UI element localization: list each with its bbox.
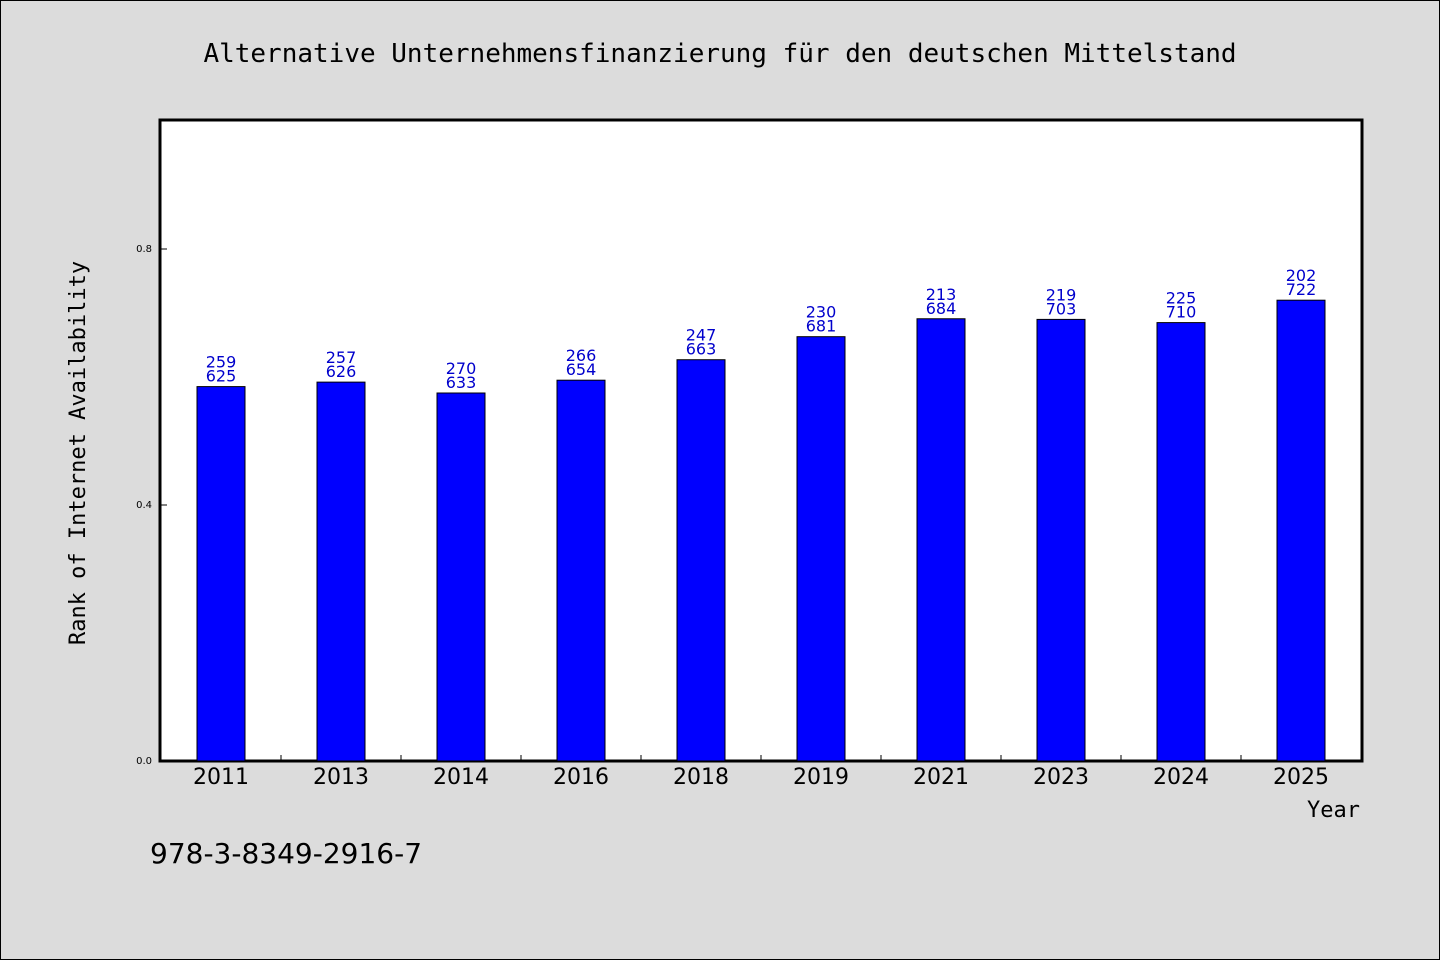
bar-label-top: 202 xyxy=(1286,266,1317,285)
bar xyxy=(1036,318,1086,762)
bar xyxy=(436,392,486,762)
bar-label-top: 213 xyxy=(926,285,957,304)
bar-label-bottom: 710 xyxy=(1166,303,1197,322)
bar-label-top: 266 xyxy=(566,346,597,365)
bar-label-top: 257 xyxy=(326,348,357,367)
x-tick-label: 2011 xyxy=(193,765,249,790)
x-tick-label: 2019 xyxy=(793,765,849,790)
bar-label-top: 225 xyxy=(1166,289,1197,308)
bar-label-top: 219 xyxy=(1046,285,1077,304)
bar-label-bottom: 681 xyxy=(806,317,837,336)
y-axis-title: Rank of Internet Availability xyxy=(66,261,91,645)
bar xyxy=(316,381,366,762)
bar-label-bottom: 722 xyxy=(1286,280,1317,299)
bar xyxy=(796,336,846,762)
ticks-group: 2011 2013 2014 2016 2018 2019 2021 2023 2024 2025… xyxy=(136,244,1329,790)
bar xyxy=(1276,299,1326,762)
bar-label-top: 270 xyxy=(446,359,477,378)
bar-label-bottom: 703 xyxy=(1046,299,1077,318)
isbn-footer: 978-3-8349-2916-7 xyxy=(150,837,422,870)
x-tick-label: 2025 xyxy=(1273,765,1329,790)
bar xyxy=(916,318,966,762)
bar-label-bottom: 626 xyxy=(326,362,357,381)
bar-label-bottom: 625 xyxy=(206,367,237,386)
x-tick-label: 2023 xyxy=(1033,765,1089,790)
bar-label-bottom: 663 xyxy=(686,340,717,359)
x-tick-label: 2016 xyxy=(553,765,609,790)
bar-label-top: 230 xyxy=(806,303,837,322)
x-axis-title: Year xyxy=(1307,798,1360,823)
x-tick-label: 2013 xyxy=(313,765,369,790)
bar-label-top: 259 xyxy=(206,353,237,372)
y-tick-label: 0.4 xyxy=(136,500,152,511)
bar xyxy=(676,359,726,762)
x-tick-label: 2014 xyxy=(433,765,489,790)
x-tick-label: 2018 xyxy=(673,765,729,790)
x-tick-label: 2021 xyxy=(913,765,969,790)
y-tick-label: 0.0 xyxy=(136,756,152,767)
bar-label-bottom: 633 xyxy=(446,373,477,392)
x-tick-label: 2024 xyxy=(1153,765,1209,790)
chart-title: Alternative Unternehmensfinanzierung für… xyxy=(203,39,1236,69)
bar xyxy=(196,386,246,762)
y-tick-label: 0.8 xyxy=(136,244,152,255)
bar xyxy=(556,379,606,762)
bar-label-bottom: 654 xyxy=(566,360,597,379)
bar xyxy=(1156,322,1206,762)
bar-label-bottom: 684 xyxy=(926,299,957,318)
bar-label-top: 247 xyxy=(686,326,717,345)
